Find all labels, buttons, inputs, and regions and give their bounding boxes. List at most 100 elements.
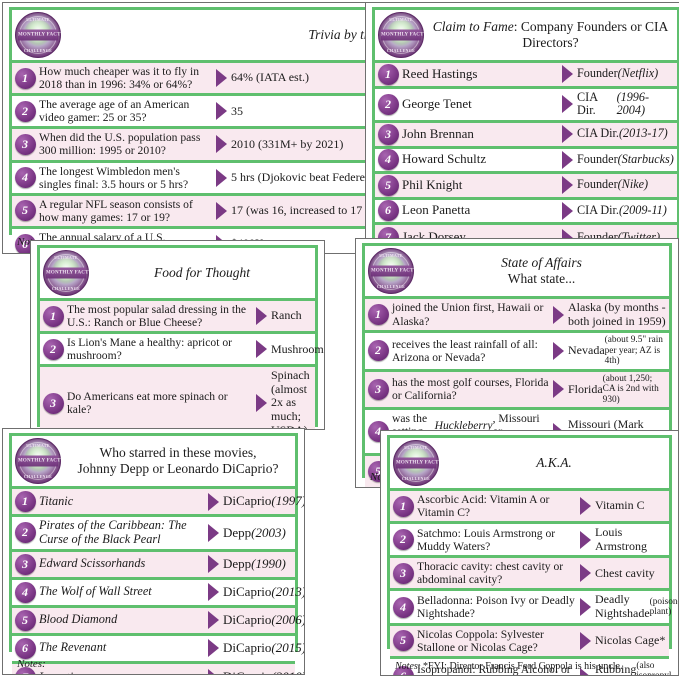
arrow-right-icon	[561, 123, 574, 146]
table-row[interactable]: 3 Thoracic cavity: chest cavity or abdom…	[390, 558, 669, 592]
table-row[interactable]: 3 Do Americans eat more spinach or kale?…	[40, 367, 315, 429]
card-claim-to-fame[interactable]: ULTIMATE MONTHLY FACT CHALLENGE Claim to…	[365, 2, 679, 252]
card-movie-stars[interactable]: ULTIMATE MONTHLY FACT CHALLENGE Who star…	[2, 428, 305, 675]
table-row[interactable]: 4 Howard Schultz Founder (Starbucks)	[375, 148, 677, 175]
row-number: 1	[365, 299, 391, 330]
table-row[interactable]: 6 The Revenant DiCaprio (2015)	[12, 635, 304, 664]
card-title-line1: State of Affairs	[501, 254, 582, 270]
card-title-line2: Johnny Depp or Leonardo DiCaprio?	[77, 461, 279, 476]
card-body: ULTIMATE MONTHLY FACT CHALLENGE Food for…	[37, 245, 324, 429]
answer-text: 17 (was 16, increased to 17 in 2021)	[231, 203, 406, 218]
table-row[interactable]: 1 Ascorbic Acid: Vitamin A or Vitamin C?…	[390, 491, 669, 525]
question-text: Ascorbic Acid: Vitamin A or Vitamin C?	[417, 493, 550, 520]
question-text: Leon Panetta	[402, 202, 471, 218]
question-text: Titanic	[39, 493, 74, 508]
card-title: Claim to Fame: Company Founders or CIA D…	[424, 19, 677, 52]
row-number: 5	[12, 608, 38, 633]
brand-logo-icon: ULTIMATE MONTHLY FACT CHALLENGE	[15, 438, 61, 484]
table-row[interactable]: 3 has the most golf courses, Florida or …	[365, 371, 669, 411]
question-text: Inception	[38, 664, 207, 674]
table-row[interactable]: 6 Isopropanol: Rubbing Alcohol or Hydrog…	[390, 658, 671, 676]
row-number: 2	[375, 89, 401, 121]
table-row[interactable]: 4 The Wolf of Wall Street DiCaprio (2013…	[12, 579, 304, 608]
arrow-right-icon	[207, 489, 220, 514]
table-row[interactable]: 1 Titanic DiCaprio (1997)	[12, 489, 304, 517]
table-row[interactable]: 6 Leon Panetta CIA Dir. (2009-11)	[375, 199, 677, 226]
card-header: ULTIMATE MONTHLY FACT CHALLENGE A.K.A.	[390, 438, 669, 491]
card-body: ULTIMATE MONTHLY FACT CHALLENGE Who star…	[9, 433, 304, 674]
row-number: 1	[12, 63, 38, 93]
question-text: Do Americans eat more spinach or kale?	[67, 390, 228, 417]
row-number: 3	[40, 367, 66, 429]
card-header: ULTIMATE MONTHLY FACT CHALLENGE Claim to…	[375, 10, 677, 63]
answer-text: Founder (Starbucks)	[577, 151, 674, 166]
arrow-right-icon	[579, 626, 592, 656]
row-number: 2	[12, 96, 38, 126]
table-row[interactable]: 4 Belladonna: Poison Ivy or Deadly Night…	[390, 591, 678, 626]
brand-logo-icon: ULTIMATE MONTHLY FACT CHALLENGE	[378, 12, 424, 58]
arrow-right-icon	[207, 580, 220, 605]
logo-top-text: ULTIMATE	[26, 17, 50, 22]
arrow-right-icon	[561, 174, 574, 197]
row-number: 1	[375, 63, 401, 86]
table-row[interactable]: 1 The most popular salad dressing in the…	[40, 301, 315, 335]
logo-bottom-text: CHALLENGE	[51, 286, 81, 291]
question-list: 1 The most popular salad dressing in the…	[40, 301, 324, 429]
answer-text: Florida (about 1,250; CA is 2nd with 930…	[568, 373, 659, 405]
row-number: 1	[12, 489, 38, 514]
answer-text: Ranch	[271, 308, 302, 323]
answer-text: Vitamin C	[595, 498, 645, 513]
question-text: When did the U.S. population pass 300 mi…	[39, 131, 201, 158]
table-row[interactable]: 2 George Tenet CIA Dir. (1996-2004)	[375, 88, 677, 124]
table-row[interactable]: 1 Reed Hastings Founder (Netflix)	[375, 63, 677, 89]
table-row[interactable]: 5 Phil Knight Founder (Nike)	[375, 174, 677, 200]
answer-text: Louis Armstrong	[595, 525, 647, 553]
question-text: Pirates of the Caribbean: The Curse of t…	[39, 518, 187, 546]
table-row[interactable]: 2 Satchmo: Louis Armstrong or Muddy Wate…	[390, 524, 669, 559]
answer-text: Nevada (about 9.5" rain per year; AZ is …	[568, 335, 663, 367]
card-body: ULTIMATE MONTHLY FACT CHALLENGE Claim to…	[372, 7, 679, 251]
card-food-for-thought[interactable]: ULTIMATE MONTHLY FACT CHALLENGE Food for…	[30, 240, 325, 430]
logo-band-text: MONTHLY FACT	[46, 270, 89, 276]
row-number: 3	[12, 552, 38, 577]
notes-text: : *FYI: Director Francis Ford Coppola is…	[417, 661, 623, 672]
arrow-right-icon	[579, 558, 592, 588]
table-row[interactable]: 5 Blood Diamond DiCaprio (2006)	[12, 607, 304, 636]
row-number: 4	[12, 580, 38, 605]
row-number: 7	[12, 664, 38, 674]
row-number: 1	[40, 301, 66, 331]
logo-bottom-text: CHALLENGE	[376, 284, 406, 289]
table-row[interactable]: 2 Is Lion's Mane a healthy: apricot or m…	[40, 334, 324, 368]
table-row[interactable]: 3 Edward Scissorhands Depp (1990)	[12, 551, 295, 580]
logo-bottom-text: CHALLENGE	[386, 48, 416, 53]
question-text: Edward Scissorhands	[39, 556, 146, 571]
answer-text: CIA Dir. (2013-17)	[577, 126, 668, 141]
answer-text: 35	[231, 103, 243, 118]
question-text: Nicolas Coppola: Sylvester Stallone or N…	[417, 627, 544, 654]
answer-text: 2010 (331M+ by 2021)	[231, 136, 344, 151]
arrow-right-icon	[215, 196, 228, 226]
table-row[interactable]: 7 Inception DiCaprio (2010)	[12, 663, 304, 674]
card-header: ULTIMATE MONTHLY FACT CHALLENGE Food for…	[40, 248, 315, 301]
logo-band-text: MONTHLY FACT	[371, 268, 414, 274]
arrow-right-icon	[579, 524, 592, 555]
question-text: Reed Hastings	[402, 65, 478, 81]
answer-text: Mushroom	[271, 341, 324, 356]
table-row[interactable]: 2 receives the least rainfall of all: Ar…	[365, 333, 669, 372]
answer-text: CIA Dir. (1996-2004)	[577, 89, 650, 118]
logo-bottom-text: CHALLENGE	[401, 476, 431, 481]
question-list: 1 Reed Hastings Founder (Netflix) 2 Geor…	[375, 63, 677, 251]
arrow-right-icon	[561, 225, 574, 251]
table-row[interactable]: 5 Nicolas Coppola: Sylvester Stallone or…	[390, 625, 669, 659]
table-row[interactable]: 3 John Brennan CIA Dir. (2013-17)	[375, 123, 677, 149]
answer-text: Rubbing Alcohol (also isopropyl alcohol)	[595, 660, 671, 676]
arrow-right-icon	[255, 301, 268, 331]
table-row[interactable]: 1 joined the Union first, Hawaii or Alas…	[365, 299, 669, 334]
arrow-right-icon	[561, 89, 574, 121]
card-title: State of Affairs What state...	[414, 255, 669, 288]
arrow-right-icon	[579, 659, 592, 675]
row-number: 2	[365, 333, 391, 369]
card-aka[interactable]: ULTIMATE MONTHLY FACT CHALLENGE A.K.A. 1…	[380, 430, 679, 676]
table-row[interactable]: 2 Pirates of the Caribbean: The Curse of…	[12, 517, 295, 552]
row-number: 5	[390, 626, 416, 656]
